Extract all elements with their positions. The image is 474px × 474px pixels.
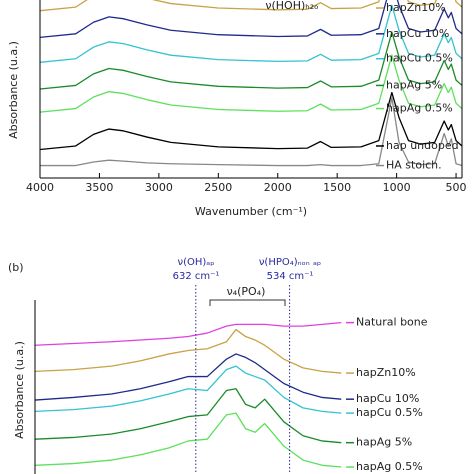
legend-label: hapAg 0.5%	[386, 102, 453, 115]
x-tick-label: 1000	[383, 181, 411, 194]
spectrum-line	[35, 321, 342, 346]
x-tick-label: 500	[446, 181, 467, 194]
y-axis-label: Absorbance (u.a.)	[13, 341, 26, 439]
legend-label: hapCu 10%	[356, 392, 419, 405]
panel-label: (b)	[8, 261, 24, 274]
legend-label: Natural bone	[356, 316, 428, 329]
spectrum-line	[35, 412, 342, 468]
annotation: 632 cm⁻¹	[173, 271, 220, 282]
spectrum-line	[35, 388, 342, 444]
x-axis-label: Wavenumber (cm⁻¹)	[195, 205, 307, 218]
annotation: ν(OH)ₐₚ	[178, 257, 215, 268]
legend-label: hapCu 0.5%	[386, 52, 453, 65]
legend-label: hapZn10%	[386, 1, 446, 14]
plot-area	[40, 0, 462, 167]
spectrum-line	[40, 31, 462, 90]
x-tick-label: 3500	[85, 181, 113, 194]
spectrum-line	[40, 4, 462, 63]
spectrum-line	[40, 97, 462, 167]
x-tick-label: 2500	[204, 181, 232, 194]
spectrum-line	[40, 54, 462, 113]
legend-label: hapCu 0.5%	[356, 406, 423, 419]
spectrum-line	[35, 328, 342, 374]
spectrum-line	[35, 365, 342, 414]
spectrum-line	[35, 353, 342, 401]
annotation: ν(HOH)ₕ₂ₒ	[265, 0, 318, 12]
annotation: ν₄(PO₄)	[227, 285, 266, 298]
plot-area	[35, 321, 342, 468]
legend-label: hapZn10%	[356, 366, 416, 379]
x-tick-label: 2000	[264, 181, 292, 194]
legend-label: hapAg 5%	[386, 78, 442, 91]
y-axis-label: Absorbance (u.a.)	[7, 41, 20, 139]
x-tick-label: 1500	[323, 181, 351, 194]
legend-label: hapAg 0.5%	[356, 460, 423, 473]
bracket	[209, 299, 286, 306]
legend-label: hapAg 5%	[356, 436, 412, 449]
annotation: ν(HPO₄)ₙₒₙ ₐₚ	[259, 257, 321, 268]
spectrum-line	[40, 0, 462, 12]
annotation: 534 cm⁻¹	[267, 271, 314, 282]
legend-label: HA stoich.	[386, 159, 442, 172]
spectrum-line	[40, 91, 462, 151]
legend-label: hapCu 10%	[386, 27, 449, 40]
x-tick-label: 4000	[26, 181, 54, 194]
spectrum-line	[40, 0, 462, 39]
x-tick-label: 3000	[145, 181, 173, 194]
legend-label: hap undoped	[386, 139, 459, 152]
